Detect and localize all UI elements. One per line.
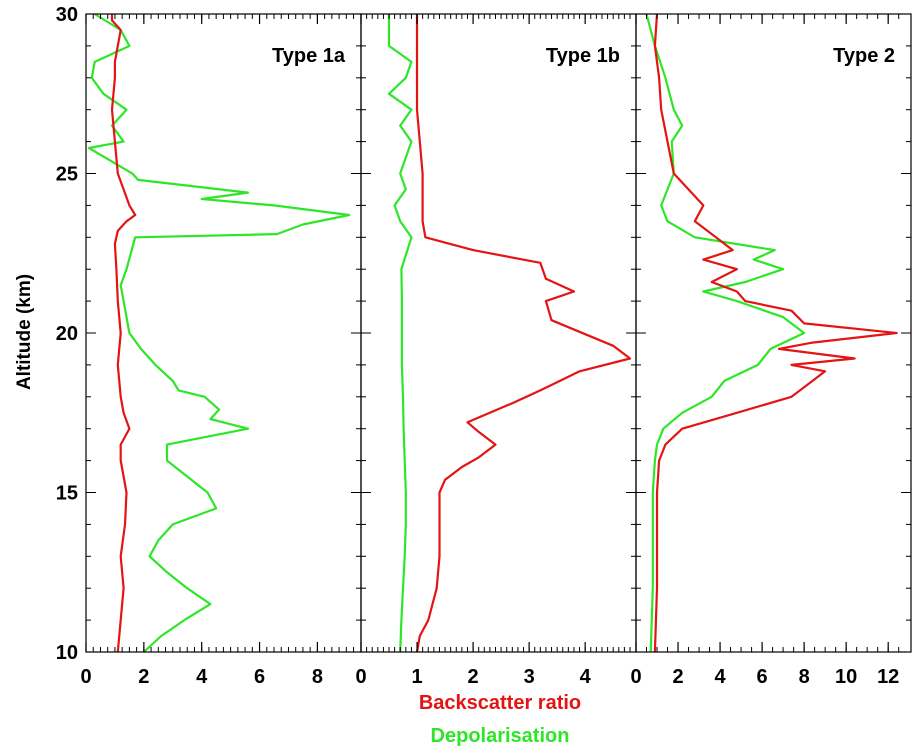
x-tick-label: 1 [411,666,422,688]
y-tick-label: 10 [56,642,78,664]
x-tick-label: 2 [138,666,149,688]
x-tick-label: 8 [799,666,810,688]
x-tick-label: 4 [715,666,727,688]
depolarisation-line [645,13,806,653]
y-axis: 10 15 20 25 30 [56,4,78,664]
x-tick-label: 0 [630,666,641,688]
x-tick-label: 12 [877,666,899,688]
depolarisation-line [387,14,413,653]
x-tick-label: 10 [835,666,857,688]
depolarisation-line [87,13,351,653]
x-tick-label: 0 [355,666,366,688]
x-tick-label: 6 [254,666,265,688]
panel-1: 0 2 4 6 8 Type 1a [80,13,362,688]
x-tick-label: 2 [468,666,479,688]
y-tick-label: 25 [56,164,78,186]
panel-title: Type 1b [546,45,620,67]
backscatter-legend-label: Backscatter ratio [419,692,581,714]
backscatter-line [110,14,137,653]
y-tick-label: 15 [56,483,78,505]
depolarisation-legend-label: Depolarisation [431,725,570,747]
backscatter-line [415,14,632,653]
panel-3: 0 2 4 6 8 10 12 Type 2 [630,13,912,688]
x-tick-label: 0 [80,666,91,688]
panel-frame [635,13,912,653]
x-tick-label: 4 [580,666,592,688]
x-tick-label: 3 [524,666,535,688]
panel-title: Type 1a [272,45,346,67]
x-tick-label: 4 [196,666,208,688]
y-axis-label: Altitude (km) [14,274,35,390]
panel-title: Type 2 [833,45,895,67]
x-tick-label: 6 [757,666,768,688]
x-tick-label: 2 [672,666,683,688]
x-tick-label: 8 [312,666,323,688]
backscatter-line [653,13,898,653]
y-tick-label: 30 [56,4,78,26]
y-tick-label: 20 [56,323,78,345]
panel-2: 0 1 2 3 4 Type 1b [355,13,637,688]
